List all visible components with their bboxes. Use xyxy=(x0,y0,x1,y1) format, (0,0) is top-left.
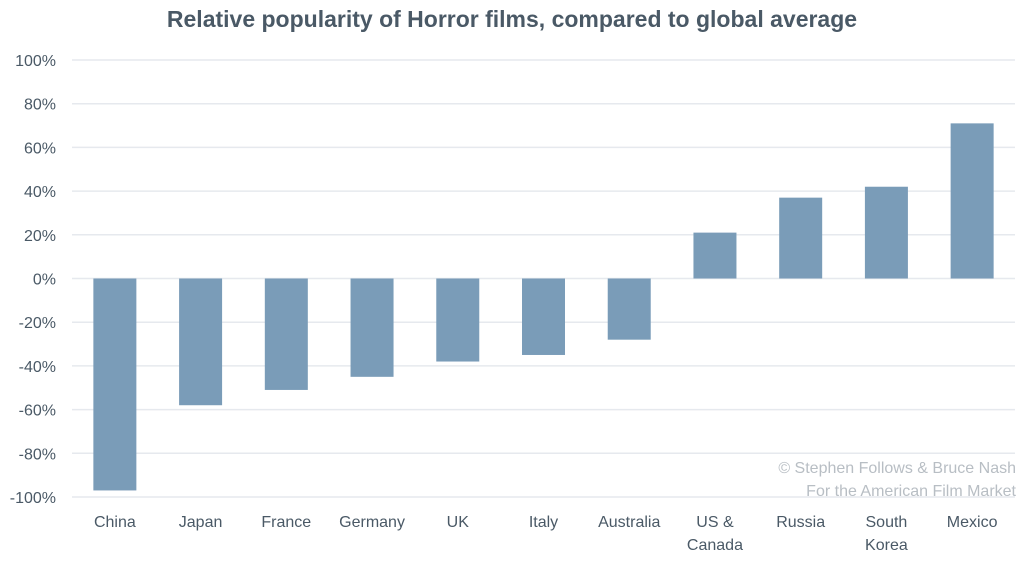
y-tick-label: -60% xyxy=(19,403,56,420)
x-tick-label: Korea xyxy=(865,537,908,554)
x-tick-label: UK xyxy=(447,514,470,531)
x-tick-label: Russia xyxy=(776,514,825,531)
x-tick-label: South xyxy=(866,514,908,531)
bar-uk xyxy=(436,278,480,362)
bar-mexico xyxy=(950,123,994,279)
x-tick-label: US & xyxy=(696,514,734,531)
bar-australia xyxy=(607,278,651,340)
credit-line-2: For the American Film Market xyxy=(806,483,1016,500)
x-tick-label: Mexico xyxy=(947,514,998,531)
y-tick-label: -80% xyxy=(19,446,56,463)
x-tick-label: Canada xyxy=(687,537,743,554)
x-tick-label: Japan xyxy=(179,514,223,531)
y-tick-label: 80% xyxy=(24,97,56,114)
y-tick-label: -100% xyxy=(10,490,56,507)
bar-russia xyxy=(779,197,823,279)
y-tick-label: 60% xyxy=(24,140,56,157)
y-tick-label: 20% xyxy=(24,228,56,245)
y-tick-label: 0% xyxy=(33,272,56,289)
credit-line-1: © Stephen Follows & Bruce Nash xyxy=(778,460,1016,477)
bar-france xyxy=(264,278,308,390)
bar-china xyxy=(93,278,137,491)
chart-title: Relative popularity of Horror films, com… xyxy=(166,6,858,32)
y-tick-label: -40% xyxy=(19,359,56,376)
x-tick-label: Australia xyxy=(598,514,660,531)
x-tick-label: Germany xyxy=(339,514,405,531)
credit-text: © Stephen Follows & Bruce Nash For the A… xyxy=(778,457,1016,503)
bar-germany xyxy=(350,278,394,377)
x-tick-label: France xyxy=(261,514,311,531)
y-tick-label: 40% xyxy=(24,184,56,201)
y-tick-label: -20% xyxy=(19,315,56,332)
bar-south-korea xyxy=(864,186,908,279)
bar-japan xyxy=(179,278,223,406)
y-tick-label: 100% xyxy=(15,53,56,70)
x-tick-label: Italy xyxy=(529,514,558,531)
bar-us-canada xyxy=(693,232,737,279)
bar-italy xyxy=(522,278,565,355)
x-tick-label: China xyxy=(94,514,136,531)
